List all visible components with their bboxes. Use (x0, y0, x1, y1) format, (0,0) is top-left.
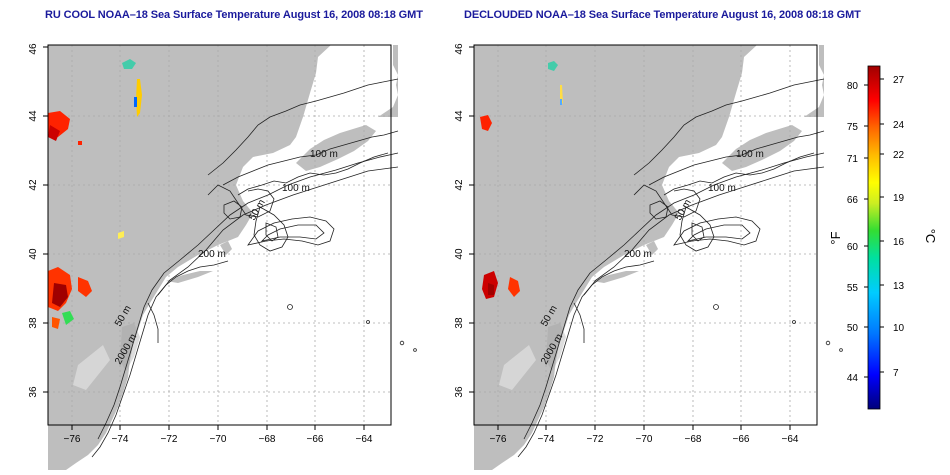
left-ytick-5: 46 (28, 43, 39, 55)
right-grid (474, 45, 817, 425)
left-xtick-1: −74 (112, 434, 129, 445)
left-xtick-0: −76 (64, 434, 81, 445)
left-map-panel: 100 m 100 m 50 m 200 m 50 m 2000 m −76 −… (28, 43, 417, 470)
colorbar-f-tick-6: 50 (847, 323, 859, 334)
colorbar-c-tick-6: 10 (893, 323, 905, 334)
colorbar-c-tick-3: 19 (893, 193, 905, 204)
left-plot-frame (47, 44, 392, 426)
colorbar-fahrenheit-ticks: 80 75 71 66 60 55 50 44 (847, 81, 868, 384)
right-xtick-6: −64 (782, 434, 799, 445)
left-label-100m-a: 100 m (310, 149, 338, 160)
right-xtick-0: −76 (490, 434, 507, 445)
colorbar-f-tick-3: 66 (847, 195, 859, 206)
right-sst-patches (480, 61, 563, 299)
left-ytick-1: 38 (28, 317, 39, 329)
colorbar-c-tick-1: 24 (893, 120, 905, 131)
right-panel-title: DECLOUDED NOAA–18 Sea Surface Temperatur… (464, 9, 861, 21)
left-y-axis: 36 38 40 42 44 46 (28, 43, 48, 398)
right-xtick-5: −66 (733, 434, 750, 445)
right-x-axis: −76 −74 −72 −70 −68 −66 −64 (490, 425, 799, 445)
right-ytick-3: 42 (454, 179, 465, 191)
colorbar-f-tick-0: 80 (847, 81, 859, 92)
right-ytick-2: 40 (454, 248, 465, 260)
right-ytick-1: 38 (454, 317, 465, 329)
left-ytick-2: 40 (28, 248, 39, 260)
right-label-200m: 200 m (624, 249, 652, 260)
colorbar-f-tick-5: 55 (847, 283, 859, 294)
left-ytick-3: 42 (28, 179, 39, 191)
colorbar-c-tick-0: 27 (893, 75, 905, 86)
left-ytick-0: 36 (28, 386, 39, 398)
right-ytick-0: 36 (454, 386, 465, 398)
colorbar-c-tick-4: 16 (893, 237, 905, 248)
colorbar-f-tick-4: 60 (847, 242, 859, 253)
right-label-100m-a: 100 m (736, 149, 764, 160)
right-xtick-3: −70 (636, 434, 653, 445)
left-x-axis: −76 −74 −72 −70 −68 −66 −64 (64, 425, 373, 445)
right-xtick-4: −68 (685, 434, 702, 445)
left-label-100m-b: 100 m (282, 183, 310, 194)
right-plot-frame (473, 44, 818, 426)
left-panel-title: RU COOL NOAA–18 Sea Surface Temperature … (45, 9, 423, 21)
left-xtick-3: −70 (210, 434, 227, 445)
colorbar-f-tick-1: 75 (847, 122, 859, 133)
right-map-panel: 100 m 100 m 50 m 200 m 50 m 2000 m −76 −… (454, 43, 843, 470)
left-ytick-4: 44 (28, 110, 39, 122)
colorbar-f-tick-7: 44 (847, 373, 859, 384)
right-ytick-5: 46 (454, 43, 465, 55)
colorbar-scale (867, 65, 881, 410)
left-xtick-2: −72 (161, 434, 178, 445)
left-xtick-6: −64 (356, 434, 373, 445)
right-ytick-4: 44 (454, 110, 465, 122)
colorbar-fahrenheit-unit: °F (828, 231, 843, 244)
right-y-axis: 36 38 40 42 44 46 (454, 43, 474, 398)
left-grid (48, 45, 391, 425)
left-xtick-4: −68 (259, 434, 276, 445)
colorbar-f-tick-2: 71 (847, 154, 859, 165)
right-xtick-2: −72 (587, 434, 604, 445)
left-xtick-5: −66 (307, 434, 324, 445)
colorbar-celsius-unit: °C (923, 229, 938, 244)
left-sst-patches (48, 59, 142, 329)
colorbar: 80 75 71 66 60 55 50 44 27 24 22 19 16 1… (828, 65, 938, 410)
right-label-100m-b: 100 m (708, 183, 736, 194)
right-xtick-1: −74 (538, 434, 555, 445)
colorbar-c-tick-2: 22 (893, 150, 905, 161)
left-label-200m: 200 m (198, 249, 226, 260)
colorbar-celsius-ticks: 27 24 22 19 16 13 10 7 (880, 75, 905, 379)
colorbar-c-tick-5: 13 (893, 281, 905, 292)
colorbar-c-tick-7: 7 (893, 368, 899, 379)
